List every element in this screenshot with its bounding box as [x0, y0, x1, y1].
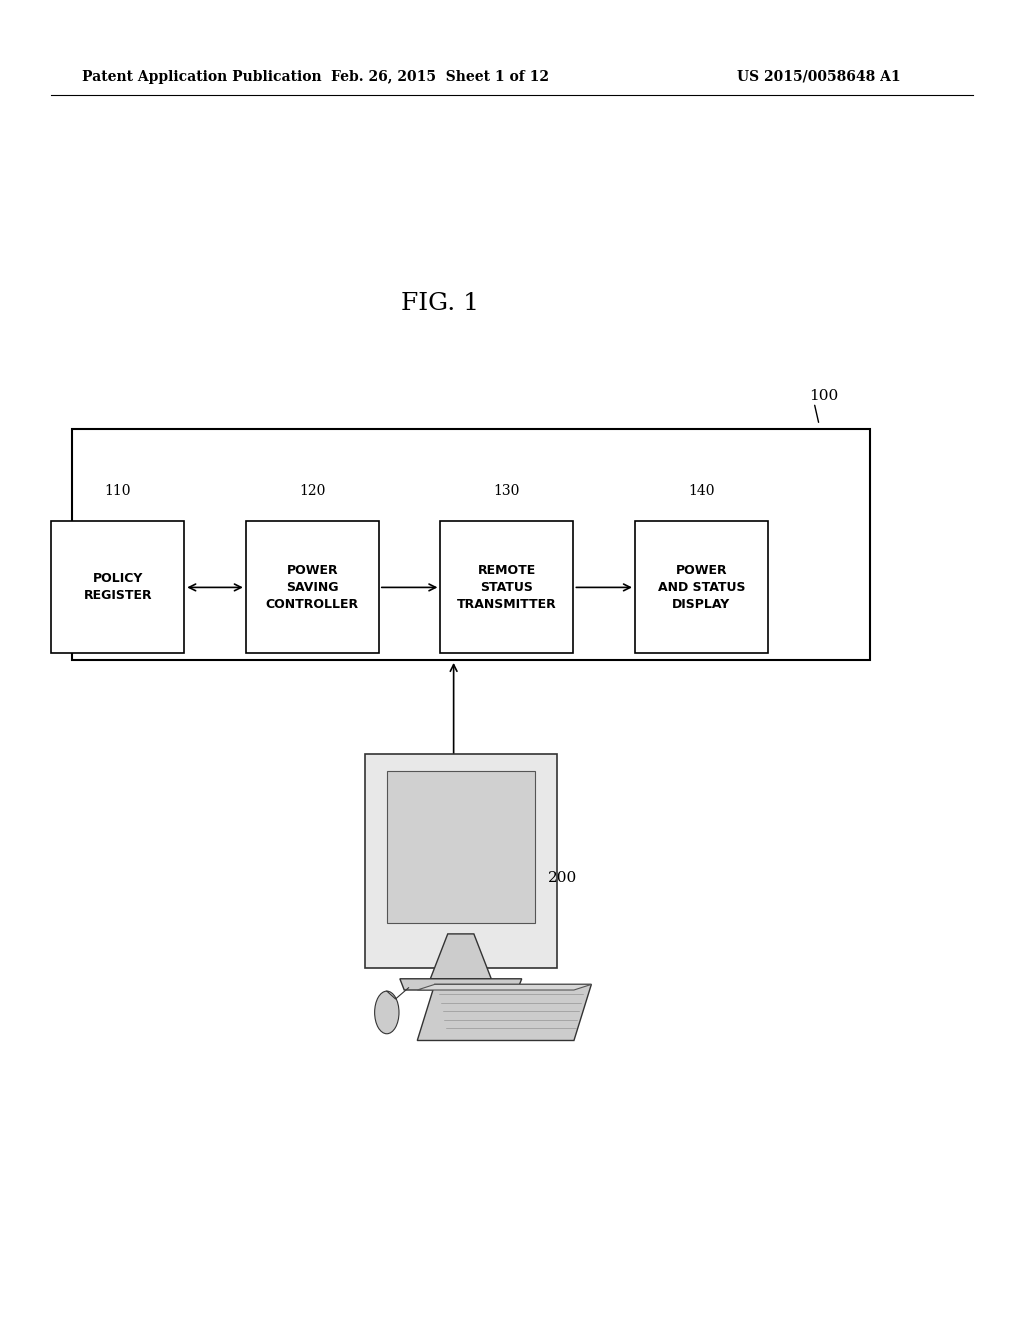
Text: POWER
SAVING
CONTROLLER: POWER SAVING CONTROLLER	[266, 564, 358, 611]
Text: 120: 120	[299, 483, 326, 498]
Text: Patent Application Publication: Patent Application Publication	[82, 70, 322, 83]
Polygon shape	[418, 985, 592, 990]
Polygon shape	[399, 979, 522, 990]
Text: 100: 100	[809, 388, 839, 403]
Polygon shape	[418, 985, 592, 1040]
Text: Feb. 26, 2015  Sheet 1 of 12: Feb. 26, 2015 Sheet 1 of 12	[332, 70, 549, 83]
FancyBboxPatch shape	[246, 521, 379, 653]
Ellipse shape	[375, 991, 399, 1034]
Text: FIG. 1: FIG. 1	[401, 292, 479, 315]
FancyBboxPatch shape	[365, 755, 557, 968]
Text: REMOTE
STATUS
TRANSMITTER: REMOTE STATUS TRANSMITTER	[457, 564, 557, 611]
Text: 200: 200	[548, 871, 578, 884]
FancyBboxPatch shape	[635, 521, 768, 653]
Polygon shape	[430, 935, 492, 979]
Text: 140: 140	[688, 483, 715, 498]
Text: POLICY
REGISTER: POLICY REGISTER	[83, 573, 153, 602]
FancyBboxPatch shape	[51, 521, 184, 653]
Text: 130: 130	[494, 483, 520, 498]
FancyBboxPatch shape	[72, 429, 870, 660]
FancyBboxPatch shape	[387, 771, 535, 923]
FancyBboxPatch shape	[440, 521, 573, 653]
Text: 110: 110	[104, 483, 131, 498]
Text: US 2015/0058648 A1: US 2015/0058648 A1	[737, 70, 901, 83]
Text: POWER
AND STATUS
DISPLAY: POWER AND STATUS DISPLAY	[657, 564, 745, 611]
